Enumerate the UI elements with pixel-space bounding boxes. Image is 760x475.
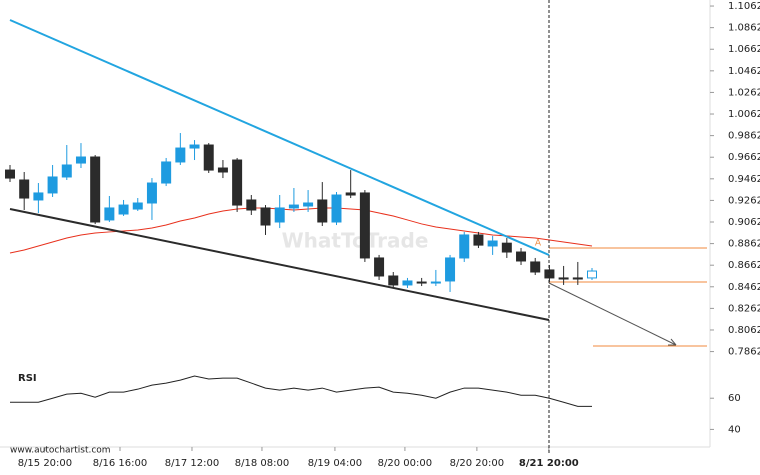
candle-body [217, 167, 228, 173]
candle-body [47, 176, 58, 194]
candle-body [132, 202, 143, 210]
y-tick-label: 0.8862 [728, 239, 760, 250]
candle-body [288, 204, 299, 209]
candle-body [232, 159, 243, 206]
y-tick-label: 0.8262 [728, 303, 760, 314]
candle-body [487, 240, 498, 247]
candle-body [388, 275, 399, 286]
candle-body [331, 194, 342, 223]
candle-body [104, 207, 115, 221]
y-tick-label: 0.9062 [728, 217, 760, 228]
candle-body [61, 164, 72, 178]
rsi-tick-label: 40 [728, 424, 741, 435]
x-tick-label: 8/21 20:00 [519, 458, 579, 469]
rsi-title: RSI [18, 373, 37, 384]
y-tick-label: 0.9662 [728, 152, 760, 163]
x-tick-label: 8/18 08:00 [235, 458, 289, 469]
y-tick-label: 1.0462 [728, 66, 760, 77]
support-line [9, 208, 550, 321]
candle-body [473, 234, 484, 246]
candle-body [345, 192, 356, 196]
candle-body [246, 199, 257, 211]
candle-body [303, 202, 314, 207]
x-tick-label: 8/15 20:00 [18, 458, 72, 469]
watermark: WhatToTrade [282, 229, 429, 253]
candle-body [161, 161, 172, 184]
x-tick-label: 8/19 04:00 [308, 458, 362, 469]
candle-body [203, 144, 214, 171]
rsi-tick-label: 60 [728, 393, 741, 404]
candle-body [558, 277, 569, 280]
candle-body [317, 199, 328, 223]
x-tick-label: 8/16 16:00 [93, 458, 147, 469]
candle-body [260, 207, 271, 226]
candle-body [118, 204, 129, 215]
candle-body [146, 182, 157, 204]
candle-body [530, 261, 541, 273]
y-tick-label: 0.8462 [728, 282, 760, 293]
candle-body [75, 156, 86, 164]
candle-body [5, 169, 15, 179]
candle-body [587, 270, 597, 279]
arrow-head [668, 338, 677, 346]
candle-body [374, 257, 385, 277]
y-tick-label: 0.7862 [728, 347, 760, 358]
x-tick-label: 8/20 00:00 [378, 458, 432, 469]
candle-body [175, 147, 186, 163]
candle-body [274, 207, 285, 223]
candle-body [516, 251, 527, 262]
x-tick-label: 8/17 12:00 [165, 458, 219, 469]
y-tick-label: 0.8662 [728, 260, 760, 271]
candle-body [416, 281, 427, 284]
candle-body [572, 277, 583, 280]
annotation: A [535, 239, 542, 249]
candle-body [501, 242, 512, 253]
y-tick-label: 1.0262 [728, 87, 760, 98]
candle-body [430, 281, 441, 284]
candle-body [459, 234, 470, 259]
y-tick-label: 1.0062 [728, 109, 760, 120]
y-tick-label: 1.0662 [728, 44, 760, 55]
candle-body [402, 280, 413, 286]
rsi-line [10, 375, 592, 407]
source: www.autochartist.com [10, 446, 111, 456]
resistance-line [9, 19, 550, 256]
candle-body [33, 192, 44, 201]
candle-body [19, 179, 30, 199]
candle-body [189, 144, 200, 149]
y-tick-label: 0.9462 [728, 174, 760, 185]
plot: 0.7862 0.8062 0.8262 0.8462 0.8662 0.8862 0.90… [5, 1, 760, 469]
moving-average [9, 207, 593, 254]
y-tick-label: 0.9262 [728, 195, 760, 206]
forecast-arrow [548, 282, 677, 346]
candle-body [90, 156, 101, 223]
y-tick-label: 1.1062 [728, 1, 760, 12]
candle-body [359, 192, 370, 259]
y-tick-label: 0.9862 [728, 131, 760, 142]
y-tick-label: 0.8062 [728, 325, 760, 336]
x-tick-label: 8/20 20:00 [450, 458, 504, 469]
y-tick-label: 1.0862 [728, 23, 760, 34]
candle-body [445, 257, 456, 282]
